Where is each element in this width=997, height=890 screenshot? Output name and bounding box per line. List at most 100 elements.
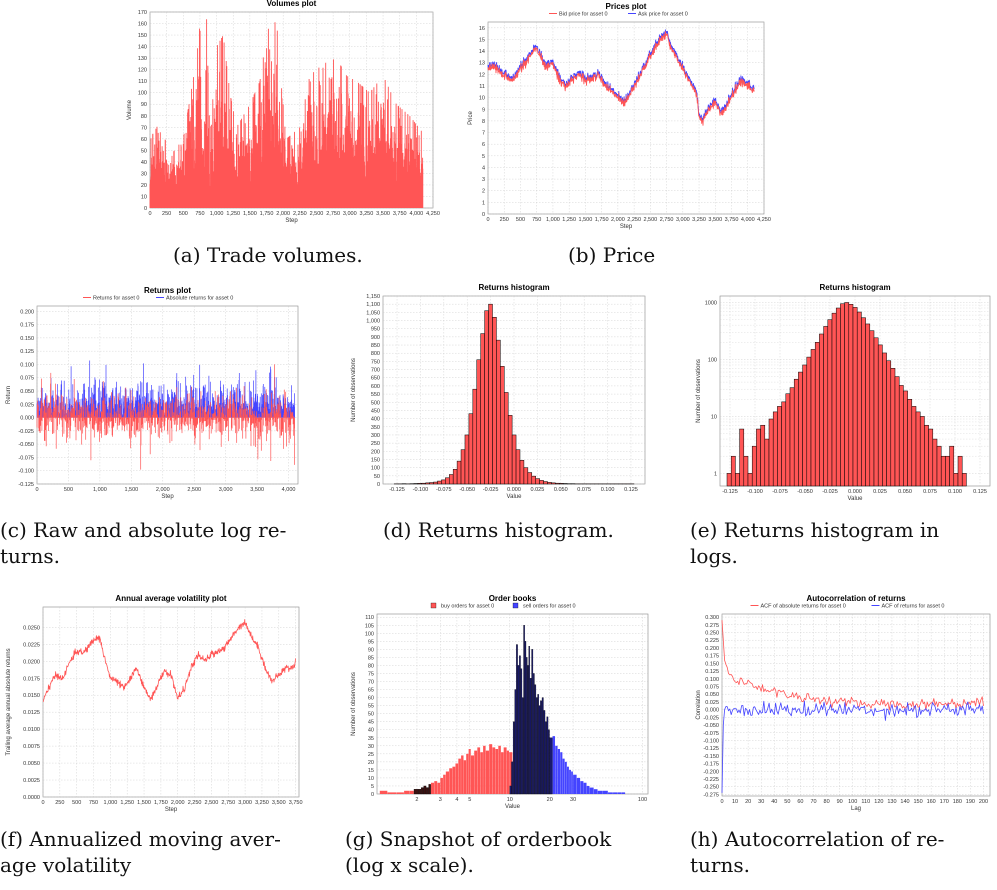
histogram-bar bbox=[726, 473, 732, 487]
sell-order-bar bbox=[560, 752, 563, 794]
x-tick-label: 0.125 bbox=[624, 487, 638, 493]
y-tick-label: 300 bbox=[371, 433, 380, 439]
x-tick-label: 3,000 bbox=[219, 487, 233, 493]
histogram-bar bbox=[932, 438, 938, 487]
x-tick-label: 1,500 bbox=[243, 211, 257, 217]
x-tick-label: 4,000 bbox=[741, 217, 755, 223]
histogram-bar bbox=[452, 469, 458, 485]
histogram-bar bbox=[500, 366, 505, 485]
y-tick-label: 0.0175 bbox=[23, 676, 40, 682]
histogram-bar bbox=[515, 449, 521, 485]
sell-order-bar bbox=[552, 736, 556, 794]
x-tick-label: 40 bbox=[771, 799, 777, 805]
x-tick-label: 1,000 bbox=[103, 800, 117, 806]
sell-order-bar bbox=[571, 771, 573, 794]
y-tick-label: 0.225 bbox=[705, 638, 719, 644]
x-tick-label: 10 bbox=[732, 799, 738, 805]
y-tick-label: 0.0125 bbox=[23, 710, 40, 716]
x-tick-label: 10 bbox=[507, 797, 513, 803]
x-tick-label: 0.025 bbox=[873, 489, 887, 495]
y-tick-label: 100 bbox=[138, 91, 147, 97]
x-tick-label: 3,250 bbox=[255, 800, 269, 806]
x-tick-label: 1,750 bbox=[154, 800, 168, 806]
sell-order-bar bbox=[514, 689, 517, 795]
volume-series bbox=[149, 19, 424, 208]
histogram-bar bbox=[777, 406, 782, 487]
y-tick-label: 80 bbox=[368, 663, 374, 669]
x-axis-label: Step bbox=[161, 494, 174, 500]
sell-order-bar bbox=[537, 694, 539, 795]
histogram-bar bbox=[747, 473, 753, 487]
sell-order-bar bbox=[517, 665, 520, 795]
x-axis-label: Value bbox=[507, 494, 523, 500]
x-tick-label: 3,750 bbox=[393, 211, 407, 217]
x-tick-label: 1,250 bbox=[120, 800, 134, 806]
x-tick-label: -0.025 bbox=[483, 487, 499, 493]
sell-order-bar bbox=[593, 789, 598, 794]
histogram-bar bbox=[793, 378, 799, 487]
histogram-bar bbox=[802, 364, 808, 487]
y-tick-label: 3 bbox=[482, 177, 485, 183]
histogram-bar bbox=[507, 415, 513, 485]
histogram-bar bbox=[890, 368, 896, 487]
y-tick-label: 0.200 bbox=[20, 309, 34, 315]
histogram-bar bbox=[844, 302, 850, 487]
x-tick-label: 3,750 bbox=[725, 217, 739, 223]
x-tick-label: 50 bbox=[784, 799, 790, 805]
x-tick-label: 1,500 bbox=[579, 217, 593, 223]
y-tick-label: 0.025 bbox=[705, 700, 719, 706]
y-tick-label: 0.100 bbox=[705, 677, 719, 683]
chart-returns: Returns plot 0 500 1,000 1,500 2,000 2,500 3,00… bbox=[0, 284, 305, 502]
x-tick-label: 0.050 bbox=[898, 489, 912, 495]
y-tick-label: 7 bbox=[482, 131, 485, 137]
y-tick-label: 600 bbox=[371, 384, 380, 390]
legend-label: Ask price for asset 0 bbox=[638, 12, 688, 18]
x-tick-label: 0 bbox=[41, 800, 44, 806]
histogram-bar bbox=[441, 479, 446, 485]
x-tick-label: 1,000 bbox=[210, 211, 224, 217]
x-tick-label: 2,500 bbox=[643, 217, 657, 223]
buy-order-bar bbox=[498, 745, 501, 794]
x-tick-label: 2,750 bbox=[660, 217, 674, 223]
x-tick-label: 0.000 bbox=[507, 487, 521, 493]
y-tick-label: 70 bbox=[141, 125, 147, 131]
y-tick-label: 0.050 bbox=[20, 389, 34, 395]
histogram-bar bbox=[480, 333, 485, 485]
buy-order-bar bbox=[434, 781, 438, 794]
buy-order-bar bbox=[445, 771, 450, 794]
y-tick-label: 1,000 bbox=[366, 319, 380, 325]
y-tick-label: 2 bbox=[482, 189, 485, 195]
sell-order-bar bbox=[597, 790, 603, 794]
sell-order-bar bbox=[546, 716, 549, 795]
legend-label: Returns for asset 0 bbox=[93, 296, 139, 302]
sell-order-bar bbox=[602, 790, 608, 794]
y-tick-label: 750 bbox=[371, 359, 380, 365]
y-tick-label: -0.050 bbox=[703, 723, 719, 729]
y-tick-label: 90 bbox=[368, 647, 374, 653]
histogram-bar bbox=[437, 480, 442, 485]
x-tick-label: 250 bbox=[162, 211, 171, 217]
x-tick-label: 2,250 bbox=[188, 800, 202, 806]
x-tick-label: 3 bbox=[439, 797, 442, 803]
x-tick-label: 2,750 bbox=[221, 800, 235, 806]
buy-order-bar bbox=[379, 790, 388, 794]
chart-returns-histogram-log-svg: Returns histogram -0.125 -0.100 -0.075 -0.05… bbox=[696, 283, 991, 502]
x-tick-label: -0.100 bbox=[747, 489, 763, 495]
histogram-bar bbox=[936, 445, 942, 487]
histogram-bar bbox=[848, 304, 854, 487]
y-tick-label: 0.250 bbox=[705, 631, 719, 637]
histogram-bar bbox=[472, 388, 478, 485]
x-tick-label: 1,000 bbox=[93, 487, 107, 493]
histogram-bar bbox=[877, 344, 883, 487]
buy-order-bar bbox=[495, 749, 499, 794]
histogram-bar bbox=[957, 455, 963, 487]
histogram-bar bbox=[940, 455, 946, 487]
histogram-bar bbox=[448, 474, 454, 485]
sell-order-bar bbox=[535, 697, 538, 795]
acf-absolute-line bbox=[721, 620, 984, 711]
histogram-bar bbox=[840, 303, 845, 487]
legend-label: Bid price for asset 0 bbox=[559, 12, 608, 18]
y-tick-label: 0.100 bbox=[20, 362, 34, 368]
buy-order-bar bbox=[418, 789, 422, 795]
x-tick-label: 2,500 bbox=[310, 211, 324, 217]
